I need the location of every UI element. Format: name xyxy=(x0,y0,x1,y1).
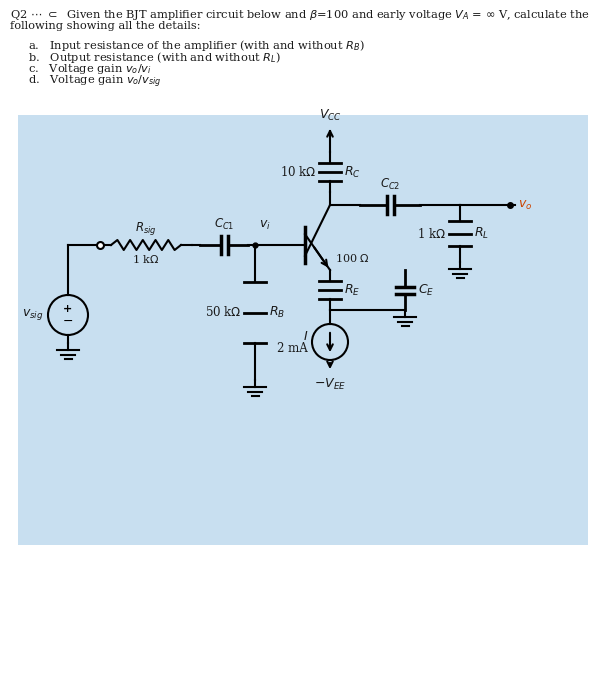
Text: $v_o$: $v_o$ xyxy=(518,199,532,211)
Text: $R_B$: $R_B$ xyxy=(269,305,285,320)
Text: $C_{C1}$: $C_{C1}$ xyxy=(214,217,234,232)
Text: 1 k$\Omega$: 1 k$\Omega$ xyxy=(132,253,160,265)
Text: $v_{sig}$: $v_{sig}$ xyxy=(22,307,44,323)
Text: $V_{CC}$: $V_{CC}$ xyxy=(319,108,341,123)
Text: $I$: $I$ xyxy=(302,330,308,344)
Text: −: − xyxy=(63,314,73,328)
Text: $-V_{EE}$: $-V_{EE}$ xyxy=(314,377,346,392)
Text: a.   Input resistance of the amplifier (with and without $R_B$): a. Input resistance of the amplifier (wi… xyxy=(28,38,365,53)
Text: c.   Voltage gain $v_o/v_i$: c. Voltage gain $v_o/v_i$ xyxy=(28,62,152,76)
Text: $R_C$: $R_C$ xyxy=(344,164,361,179)
Text: d.   Voltage gain $v_o/v_{sig}$: d. Voltage gain $v_o/v_{sig}$ xyxy=(28,74,162,90)
Text: $R_L$: $R_L$ xyxy=(474,226,489,241)
Text: 2 mA: 2 mA xyxy=(278,342,308,356)
Text: $R_E$: $R_E$ xyxy=(344,282,360,298)
Text: 10 k$\Omega$: 10 k$\Omega$ xyxy=(279,165,316,179)
Text: b.   Output resistance (with and without $R_L$): b. Output resistance (with and without $… xyxy=(28,50,281,65)
Text: $C_{C2}$: $C_{C2}$ xyxy=(380,177,400,192)
Text: $C_E$: $C_E$ xyxy=(418,282,435,298)
Text: following showing all the details:: following showing all the details: xyxy=(10,21,201,31)
Text: 1 k$\Omega$: 1 k$\Omega$ xyxy=(417,227,446,241)
Text: 100 $\Omega$: 100 $\Omega$ xyxy=(335,252,370,264)
Text: +: + xyxy=(64,304,73,314)
FancyBboxPatch shape xyxy=(18,115,588,545)
Text: Q2 $\cdots$ $\subset$  Given the BJT amplifier circuit below and $\beta$=100 and: Q2 $\cdots$ $\subset$ Given the BJT ampl… xyxy=(10,8,590,22)
Text: $v_i$: $v_i$ xyxy=(259,219,271,232)
Text: $R_{sig}$: $R_{sig}$ xyxy=(135,220,157,237)
Text: 50 k$\Omega$: 50 k$\Omega$ xyxy=(205,305,241,319)
